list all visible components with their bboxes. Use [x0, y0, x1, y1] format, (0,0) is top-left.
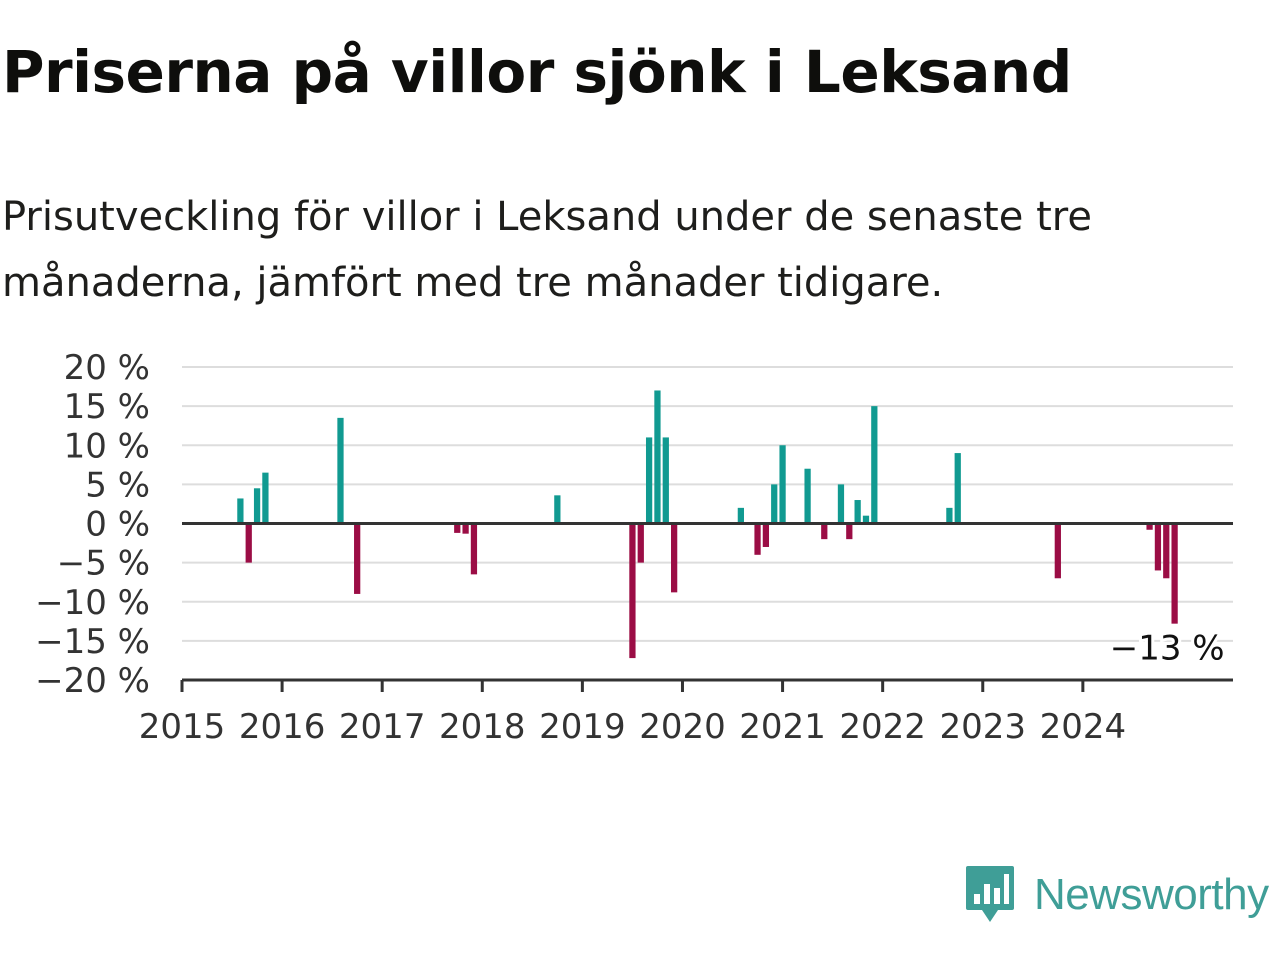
y-tick-label: 0 %: [85, 505, 150, 545]
y-tick-label: −10 %: [35, 583, 150, 623]
bar: [1154, 523, 1162, 571]
bar: [821, 523, 828, 540]
data-label: −13 %: [1110, 629, 1225, 669]
bar: [354, 523, 361, 594]
bar: [671, 523, 678, 593]
x-tick-label: 2023: [939, 707, 1026, 747]
y-tick-label: 20 %: [64, 348, 150, 388]
page-title: Priserna på villor sjönk i Leksand: [2, 38, 1072, 106]
bar: [762, 523, 770, 547]
bar: [854, 500, 861, 524]
x-tick-label: 2021: [739, 707, 826, 747]
bar-chart: 20 %15 %10 %5 %0 %−5 %−10 %−15 %−20 % 201…: [35, 348, 1233, 747]
bar: [779, 445, 786, 524]
x-tick-label: 2016: [239, 707, 326, 747]
bar: [470, 523, 478, 575]
brand-name: Newsworthy: [1034, 870, 1269, 919]
y-tick-label: 15 %: [64, 387, 150, 427]
x-tick-label: 2017: [339, 707, 426, 747]
x-tick-label: 2022: [839, 707, 926, 747]
bar: [337, 417, 344, 524]
y-tick-label: 10 %: [64, 426, 150, 466]
bar: [637, 523, 644, 563]
x-tick-label: 2020: [639, 707, 726, 747]
bar: [871, 406, 878, 524]
chart-bubble-icon: [966, 866, 1014, 922]
bar: [629, 523, 636, 659]
brand-logo[interactable]: Newsworthy: [964, 862, 1269, 928]
bar: [737, 507, 744, 524]
page-subtitle: Prisutveckling för villor i Leksand unde…: [2, 194, 1092, 306]
bar: [262, 472, 269, 524]
x-tick-label: 2018: [439, 707, 526, 747]
y-tick-label: −5 %: [57, 544, 150, 584]
bar: [454, 523, 461, 533]
bar: [1146, 523, 1153, 530]
bar: [754, 523, 761, 555]
bar: [837, 484, 845, 524]
bar: [462, 523, 469, 534]
y-tick-label: −20 %: [35, 661, 150, 701]
bar: [237, 498, 244, 524]
x-tick-label: 2024: [1040, 707, 1127, 747]
bar: [662, 437, 669, 524]
bar: [1163, 523, 1170, 579]
bar: [862, 515, 870, 524]
bar: [654, 390, 661, 524]
bar: [245, 523, 252, 563]
bar: [253, 488, 261, 524]
y-tick-label: 5 %: [85, 465, 150, 505]
bar: [954, 453, 961, 524]
bar: [645, 437, 653, 524]
bar: [804, 468, 811, 524]
bar: [1171, 523, 1178, 624]
bar: [1054, 523, 1061, 579]
bar: [846, 523, 853, 540]
x-tick-label: 2019: [539, 707, 626, 747]
x-tick-label: 2015: [139, 707, 226, 747]
bar: [771, 484, 778, 524]
bar: [554, 495, 561, 524]
bar: [946, 507, 953, 524]
y-tick-label: −15 %: [35, 622, 150, 662]
